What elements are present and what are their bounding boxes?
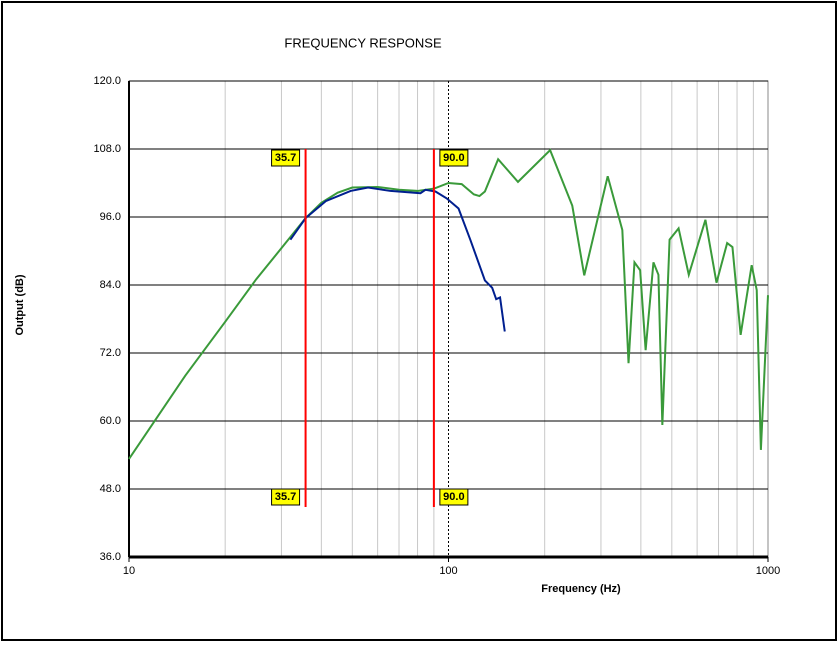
series-line [289,186,506,332]
marker-label-box [271,149,301,167]
x-tick-label: 100 [439,565,457,577]
marker-label-box [439,149,469,167]
x-tick-label: 1000 [756,565,780,577]
y-tick-label: 72.0 [100,347,121,359]
y-tick-label: 120.0 [93,75,121,87]
marker-label: 90.0 [443,152,464,164]
x-tick-label: 10 [123,565,135,577]
chart-title: FREQUENCY RESPONSE [284,35,442,50]
marker-label: 90.0 [443,491,464,503]
y-axis-label: Output (dB) [14,274,26,335]
marker-label-box [439,488,469,506]
marker-label: 35.7 [275,491,296,503]
y-tick-label: 96.0 [100,211,121,223]
y-tick-label: 36.0 [100,551,121,563]
y-tick-label: 84.0 [100,279,121,291]
y-tick-label: 60.0 [100,415,121,427]
y-tick-label: 48.0 [100,483,121,495]
marker-label: 35.7 [275,152,296,164]
marker-label-box [271,488,301,506]
y-tick-label: 108.0 [93,143,121,155]
x-axis-label: Frequency (Hz) [541,583,621,595]
series-line [128,148,769,460]
